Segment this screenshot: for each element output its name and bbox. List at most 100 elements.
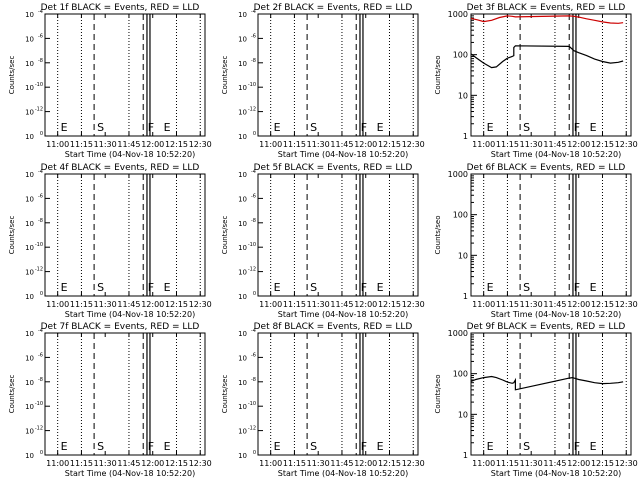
event-marker: E (377, 121, 384, 134)
x-tick-label: 12:00 (354, 459, 377, 468)
x-tick-label: 12:15 (165, 300, 188, 309)
x-tick-label: 12:15 (165, 459, 188, 468)
x-tick-label: 12:15 (378, 140, 401, 149)
y-tick-exponent: -8 (251, 58, 256, 64)
y-axis-label: Counts/sec (8, 216, 16, 255)
event-marker: F (574, 121, 580, 134)
event-marker: F (361, 121, 367, 134)
x-tick-label: 12:30 (189, 459, 212, 468)
y-tick-exponent: -8 (38, 58, 43, 64)
y-tick-label: 10 (238, 35, 247, 43)
x-tick-label: 12:30 (615, 140, 638, 149)
event-marker: E (590, 281, 597, 294)
y-tick-exponent: -4 (251, 169, 256, 175)
x-axis-label: Start Time (04-Nov-18 10:52:20) (65, 469, 195, 478)
x-tick-label: 12:15 (378, 459, 401, 468)
y-tick-label: 10 (238, 269, 247, 277)
y-tick-label: 1 (463, 132, 468, 141)
event-marker: E (487, 440, 494, 453)
event-marker: S (310, 281, 317, 294)
x-tick-label: 11:00 (259, 140, 282, 149)
y-tick-exponent: -12 (248, 426, 256, 432)
x-tick-label: 11:45 (117, 459, 140, 468)
event-marker: F (148, 281, 154, 294)
event-marker: E (377, 281, 384, 294)
y-tick-label: 10 (25, 452, 34, 460)
x-tick-label: 11:15 (70, 140, 93, 149)
event-marker: E (590, 440, 597, 453)
y-tick-exponent: -8 (251, 218, 256, 224)
x-tick-label: 11:30 (94, 300, 117, 309)
y-tick-label: 10 (25, 220, 34, 228)
panel-title: Det 4f BLACK = Events, RED = LLD (41, 163, 200, 173)
x-tick-label: 12:00 (354, 140, 377, 149)
event-marker: S (310, 121, 317, 134)
x-tick-label: 11:30 (94, 459, 117, 468)
y-tick-exponent: 0 (40, 291, 43, 297)
x-tick-label: 11:00 (472, 300, 495, 309)
y-axis-label: Counts/sec (221, 216, 229, 255)
event-marker: F (148, 440, 154, 453)
plot-frame (257, 332, 419, 456)
y-tick-exponent: -10 (248, 242, 256, 248)
y-tick-label: 10 (238, 171, 247, 179)
event-marker: S (523, 281, 530, 294)
x-tick-label: 11:30 (307, 300, 330, 309)
event-marker: E (164, 281, 171, 294)
x-axis-label: Start Time (04-Nov-18 10:52:20) (65, 150, 195, 159)
x-tick-label: 12:30 (402, 459, 425, 468)
y-tick-exponent: -4 (251, 328, 256, 334)
x-tick-label: 11:15 (496, 459, 519, 468)
x-tick-label: 11:45 (543, 459, 566, 468)
x-tick-label: 12:15 (165, 140, 188, 149)
x-axis-label: Start Time (04-Nov-18 10:52:20) (278, 310, 408, 319)
y-axis-label: Counts/sec (8, 375, 16, 414)
x-tick-label: 11:15 (70, 459, 93, 468)
event-marker: E (274, 440, 281, 453)
y-tick-exponent: 0 (40, 131, 43, 137)
y-tick-exponent: -4 (251, 9, 256, 15)
plot-frame (470, 13, 632, 137)
x-tick-label: 11:45 (330, 459, 353, 468)
x-tick-label: 12:15 (378, 300, 401, 309)
plot-frame (470, 173, 632, 297)
y-tick-label: 100 (453, 211, 468, 220)
event-marker: F (574, 281, 580, 294)
x-tick-label: 12:30 (402, 140, 425, 149)
x-tick-label: 11:00 (472, 459, 495, 468)
x-tick-label: 12:00 (567, 140, 590, 149)
series-line-lld (470, 15, 624, 24)
y-tick-exponent: -6 (251, 33, 256, 39)
y-tick-exponent: -6 (38, 193, 43, 199)
y-tick-label: 10 (25, 244, 34, 252)
plot-frame (44, 173, 206, 297)
y-tick-label: 10 (238, 195, 247, 203)
y-tick-label: 10 (238, 379, 247, 387)
series-line-events (470, 45, 624, 69)
y-tick-label: 10 (238, 330, 247, 338)
y-tick-label: 1 (463, 451, 468, 460)
x-tick-label: 11:15 (496, 300, 519, 309)
x-tick-label: 11:30 (520, 300, 543, 309)
y-tick-label: 100 (453, 370, 468, 379)
x-tick-label: 12:15 (591, 459, 614, 468)
y-tick-exponent: 0 (253, 131, 256, 137)
y-tick-label: 10 (25, 354, 34, 362)
y-tick-label: 10 (25, 293, 34, 301)
y-tick-exponent: -12 (248, 107, 256, 113)
x-tick-label: 12:00 (141, 459, 164, 468)
event-marker: F (361, 281, 367, 294)
y-tick-label: 10 (25, 171, 34, 179)
y-tick-label: 100 (453, 51, 468, 60)
x-tick-label: 12:15 (591, 300, 614, 309)
x-tick-label: 12:00 (567, 300, 590, 309)
y-tick-label: 10 (238, 428, 247, 436)
series-line-events (470, 375, 624, 391)
y-tick-label: 10 (238, 354, 247, 362)
event-marker: E (487, 121, 494, 134)
y-tick-exponent: -4 (38, 9, 43, 15)
y-tick-exponent: -10 (248, 401, 256, 407)
